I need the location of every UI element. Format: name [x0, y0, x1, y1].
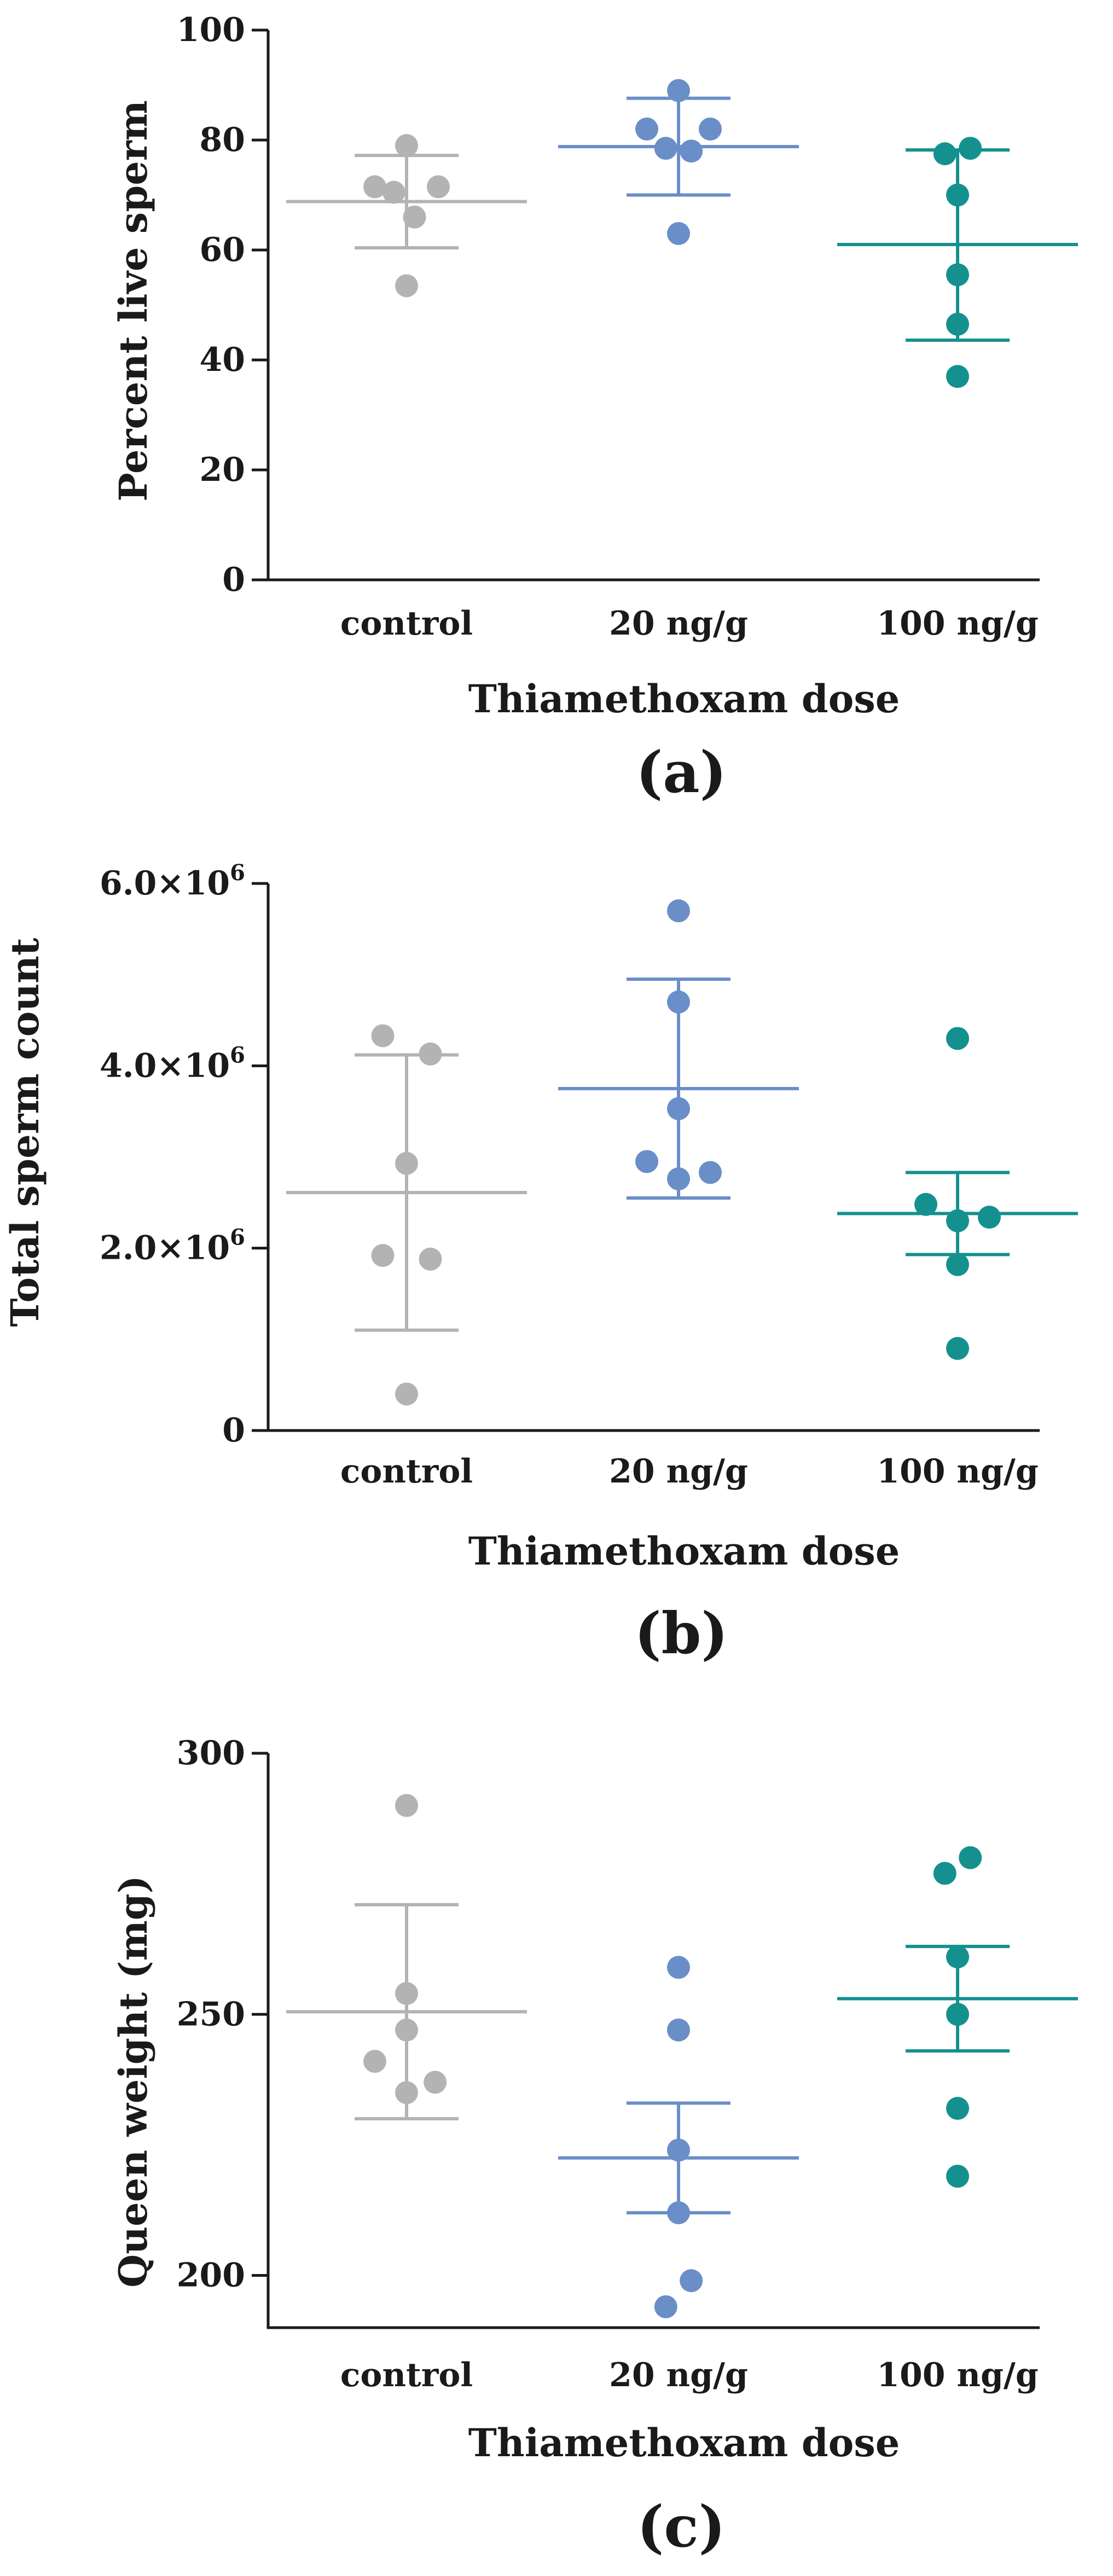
panel-a-ytick-label: 0 — [222, 561, 245, 599]
panel-b-category-control: control — [340, 1452, 473, 1491]
panel-c-data-point — [363, 2050, 386, 2073]
panel-a-ytick-label: 100 — [177, 11, 245, 49]
panel-a-data-point — [654, 137, 677, 160]
panel-a-ytick-label: 40 — [200, 341, 246, 379]
panel-a-ytick-label: 60 — [200, 231, 246, 269]
panel-c-data-point — [667, 2138, 690, 2162]
panel-c-category-100: 100 ng/g — [877, 2356, 1039, 2394]
panel-b-data-point — [371, 1244, 395, 1267]
panel-b-ytick-label: 6.0×106 — [100, 860, 245, 903]
panel-a-xlabel: Thiamethoxam dose — [468, 676, 900, 722]
panel-c-data-point — [667, 2018, 690, 2042]
panel-a-data-point — [946, 263, 969, 287]
panel-a-data-point — [933, 142, 957, 166]
panel-a-data-point — [403, 205, 426, 229]
panel-b-label: (b) — [634, 1600, 728, 1667]
panel-c-data-point — [395, 2081, 418, 2104]
panel-a-data-point — [946, 183, 969, 207]
panel-c-data-point — [946, 2097, 969, 2120]
panel-b-data-point — [667, 899, 690, 922]
panel-c-data-point — [395, 1794, 418, 1817]
panel-c-data-point — [680, 2269, 703, 2293]
panel-a-data-point — [680, 139, 703, 163]
panel-c-data-point — [395, 2018, 418, 2042]
panel-a-data-point — [382, 181, 405, 204]
panel-b-data-point — [419, 1247, 442, 1271]
panel-c-data-point — [946, 2003, 969, 2026]
panel-c-data-point — [667, 2201, 690, 2224]
panel-c-ylabel: Queen weight (mg) — [111, 1875, 156, 2287]
panel-a-category-control: control — [340, 604, 473, 643]
panel-b-data-point — [667, 990, 690, 1014]
panel-b-data-point — [914, 1193, 937, 1216]
panel-a-data-point — [959, 137, 982, 160]
panel-b-ylabel: Total sperm count — [2, 938, 48, 1327]
panel-b-data-point — [946, 1209, 969, 1232]
panel-a-ytick-label: 20 — [200, 451, 246, 489]
panel-c-ytick-label: 300 — [177, 1734, 245, 1772]
panel-c-data-point — [667, 1956, 690, 1979]
panel-c-yticks: 200 250 300 — [177, 1734, 268, 2295]
panel-c-data-point — [959, 1846, 982, 1869]
panel-a-data-point — [667, 79, 690, 102]
panel-b-category-20: 20 ng/g — [609, 1452, 748, 1491]
panel-a-ytick-label: 80 — [200, 121, 246, 159]
panel-a-label: (a) — [636, 739, 727, 806]
panel-a-data-point — [363, 175, 386, 199]
panel-b-ytick-label: 0 — [222, 1411, 245, 1450]
panel-b-data-point — [946, 1253, 969, 1276]
panel-a-data-point — [699, 117, 722, 141]
panel-c-data-point — [395, 1982, 418, 2005]
panel-c-data-point — [654, 2295, 677, 2318]
panel-b-data-point — [946, 1027, 969, 1050]
panel-c-data-point — [946, 2165, 969, 2188]
panel-a-data-point — [395, 134, 418, 158]
panel-b-data-point — [395, 1152, 418, 1175]
panel-a-data-point — [946, 312, 969, 336]
panel-a-data-point — [427, 175, 450, 199]
panel-b-data-point — [699, 1161, 722, 1184]
panel-a-data-point — [946, 365, 969, 388]
panel-c: Queen weight (mg) 200 250 300 control 20 n… — [111, 1734, 1078, 2560]
panel-c-plot-area — [286, 1794, 1078, 2318]
panel-a-data-point — [395, 274, 418, 298]
panel-b-data-point — [635, 1150, 658, 1173]
panel-b-data-point — [667, 1097, 690, 1120]
panel-a-plot-area — [286, 79, 1078, 388]
panel-b-category-100: 100 ng/g — [877, 1452, 1039, 1491]
panel-c-category-20: 20 ng/g — [609, 2356, 748, 2394]
panel-a-ylabel: Percent live sperm — [111, 100, 156, 502]
panel-c-label: (c) — [637, 2493, 726, 2560]
panel-b-data-point — [371, 1024, 395, 1048]
panel-c-data-point — [946, 1945, 969, 1969]
panel-b-data-point — [395, 1382, 418, 1406]
panel-b-ytick-label: 4.0×106 — [100, 1042, 245, 1085]
panel-b: Total sperm count 0 2.0×106 4.0×106 6.0×106… — [2, 860, 1078, 1667]
panel-a-category-20: 20 ng/g — [609, 604, 748, 643]
panel-c-ytick-label: 200 — [177, 2257, 245, 2295]
panel-b-data-point — [946, 1337, 969, 1360]
panel-b-yticks: 0 2.0×106 4.0×106 6.0×106 — [100, 860, 268, 1450]
panel-c-category-control: control — [340, 2356, 473, 2394]
panel-b-data-point — [667, 1167, 690, 1190]
panel-c-ytick-label: 250 — [177, 1995, 245, 2033]
panel-a-category-100: 100 ng/g — [877, 604, 1039, 643]
panel-c-data-point — [424, 2071, 447, 2094]
panel-a-data-point — [667, 222, 690, 245]
panel-b-xlabel: Thiamethoxam dose — [468, 1528, 900, 1574]
panel-a-data-point — [635, 117, 658, 141]
panel-b-ytick-label: 2.0×106 — [100, 1225, 245, 1267]
panel-b-data-point — [978, 1206, 1001, 1229]
panel-c-data-point — [933, 1862, 957, 1885]
panel-b-plot-area — [286, 899, 1078, 1406]
panel-b-data-point — [419, 1042, 442, 1066]
panel-a-yticks: 0 20 40 60 80 100 — [177, 11, 268, 599]
panel-c-xlabel: Thiamethoxam dose — [468, 2420, 900, 2465]
